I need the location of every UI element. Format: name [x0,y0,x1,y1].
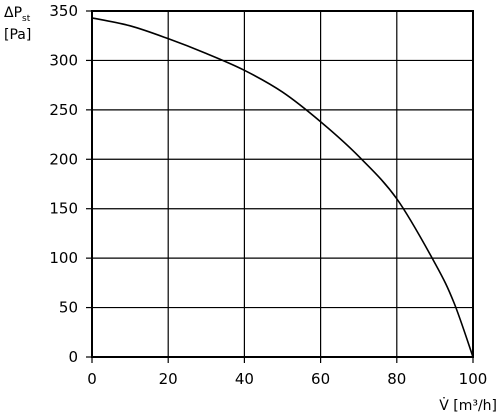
series-line [91,17,474,358]
y-axis-title: ΔPst [4,5,31,24]
y-tick-label: 50 [59,299,78,317]
plot-frame [91,10,474,358]
y-tick-label: 150 [49,200,78,218]
x-axis-unit: [m³/h] [453,398,497,414]
x-tick-label: 60 [311,370,330,388]
y-tick-label: 0 [68,348,78,366]
y-tick-label: 250 [49,101,78,119]
x-tick-label: 0 [87,370,97,388]
x-tick-label: 100 [459,370,488,388]
y-tick-label: 200 [49,150,78,168]
x-tick-labels: 0 20 40 60 80 100 [87,357,487,388]
y-axis-unit: [Pa] [4,27,31,43]
x-axis-symbol: V̇ [439,397,449,414]
x-axis-title: V̇ [m³/h] [439,397,497,414]
y-tick-label: 350 [49,2,78,20]
y-axis-subscript: st [22,14,31,24]
x-tick-label: 40 [235,370,254,388]
y-tick-label: 300 [49,51,78,69]
x-tick-label: 20 [159,370,178,388]
y-tick-labels: 0 50 100 150 200 250 300 350 [49,2,92,366]
y-axis-symbol: ΔP [4,5,22,21]
x-tick-label: 80 [387,370,406,388]
y-tick-label: 100 [49,249,78,267]
